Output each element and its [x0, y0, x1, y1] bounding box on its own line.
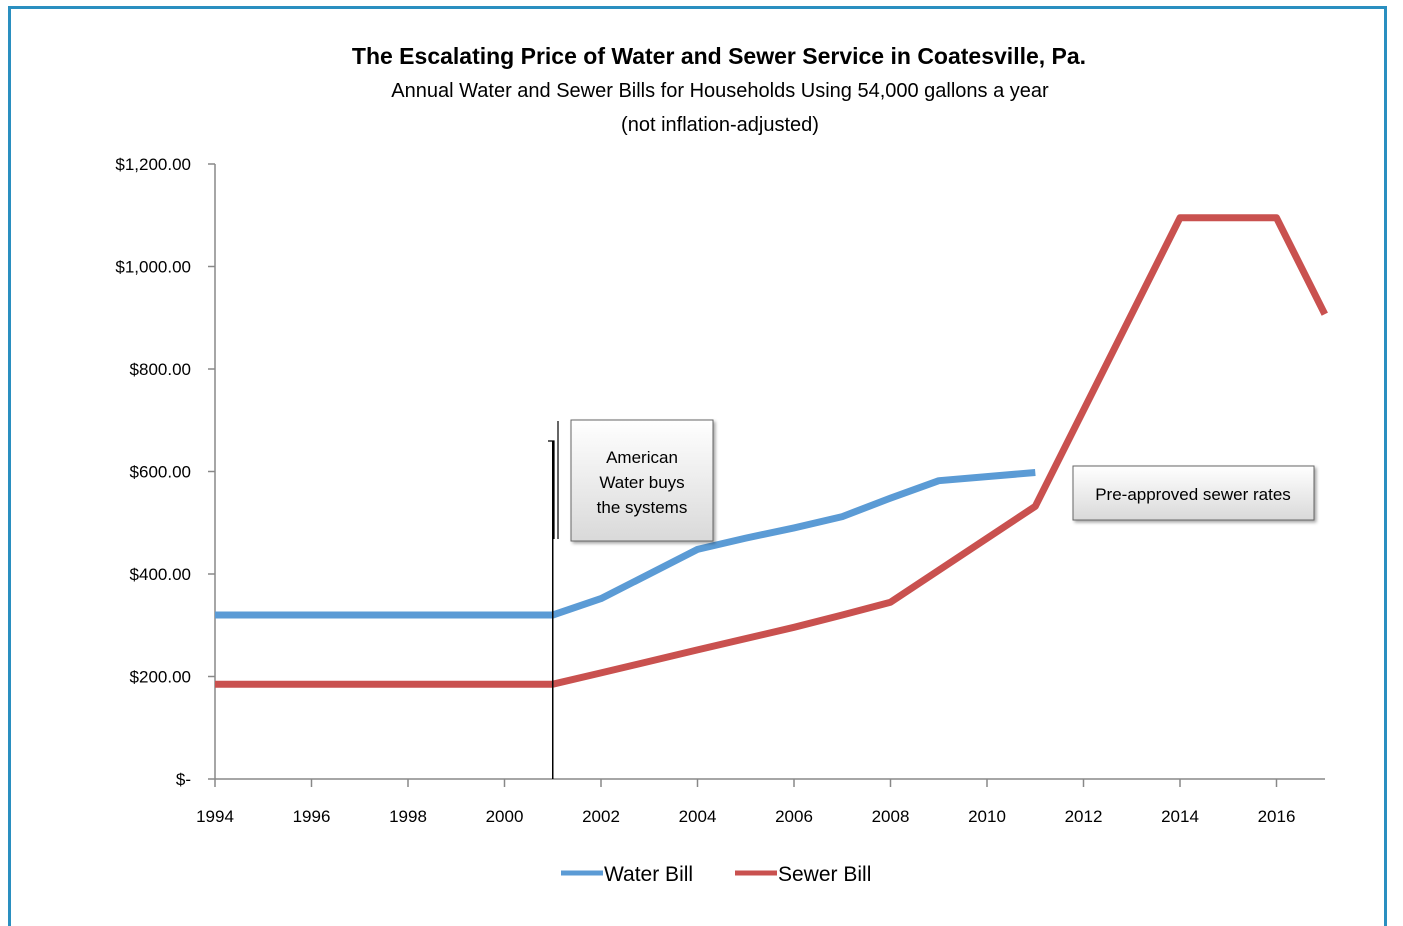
y-tick-label: $600.00 [130, 463, 191, 482]
annotation-bracket [548, 421, 559, 539]
annotation-text: Pre-approved sewer rates [1095, 485, 1291, 504]
x-tick-label: 2004 [679, 807, 717, 826]
chart-title: The Escalating Price of Water and Sewer … [352, 43, 1086, 69]
y-tick-label: $- [176, 770, 191, 789]
annotation-callout-american-water: American Water buys the systems [570, 419, 714, 542]
series-line-sewer-bill [215, 214, 1328, 688]
x-tick-label: 1994 [196, 807, 234, 826]
series-line-water-bill [215, 469, 1036, 619]
x-tick-label: 2002 [582, 807, 620, 826]
legend-label-sewer: Sewer Bill [778, 863, 871, 886]
annotation-box [570, 419, 714, 542]
x-tick-label: 2008 [872, 807, 910, 826]
series-layer [215, 214, 1328, 688]
x-tick-label: 2012 [1065, 807, 1103, 826]
annotation-line-3: the systems [597, 498, 688, 517]
y-tick-label: $400.00 [130, 565, 191, 584]
annotation-callout-pre-approved: Pre-approved sewer rates [1072, 465, 1315, 521]
x-axis-ticks: 1994 1996 1998 2000 2002 2004 2006 2008 2010 2012… [196, 779, 1295, 826]
x-tick-label: 1998 [389, 807, 427, 826]
x-tick-label: 2006 [775, 807, 813, 826]
x-tick-label: 1996 [293, 807, 331, 826]
x-tick-label: 2014 [1161, 807, 1199, 826]
annotation-box [1072, 465, 1315, 521]
x-tick-label: 2016 [1258, 807, 1296, 826]
legend: Water Bill Sewer Bill [561, 863, 871, 886]
legend-label-water: Water Bill [604, 863, 693, 886]
y-tick-label: $200.00 [130, 668, 191, 687]
x-tick-label: 2000 [486, 807, 524, 826]
y-tick-label: $1,000.00 [115, 258, 191, 277]
chart-subtitle-line-1: Annual Water and Sewer Bills for Househo… [391, 80, 1049, 102]
y-tick-label: $1,200.00 [115, 155, 191, 174]
chart-subtitle-line-2: (not inflation-adjusted) [621, 114, 819, 136]
annotation-line-2: Water buys [599, 473, 684, 492]
x-tick-label: 2010 [968, 807, 1006, 826]
y-tick-label: $800.00 [130, 360, 191, 379]
y-axis-ticks: $- $200.00 $400.00 $600.00 $800.00 $1,000.00 $… [115, 155, 215, 789]
annotation-line-1: American [606, 448, 678, 467]
